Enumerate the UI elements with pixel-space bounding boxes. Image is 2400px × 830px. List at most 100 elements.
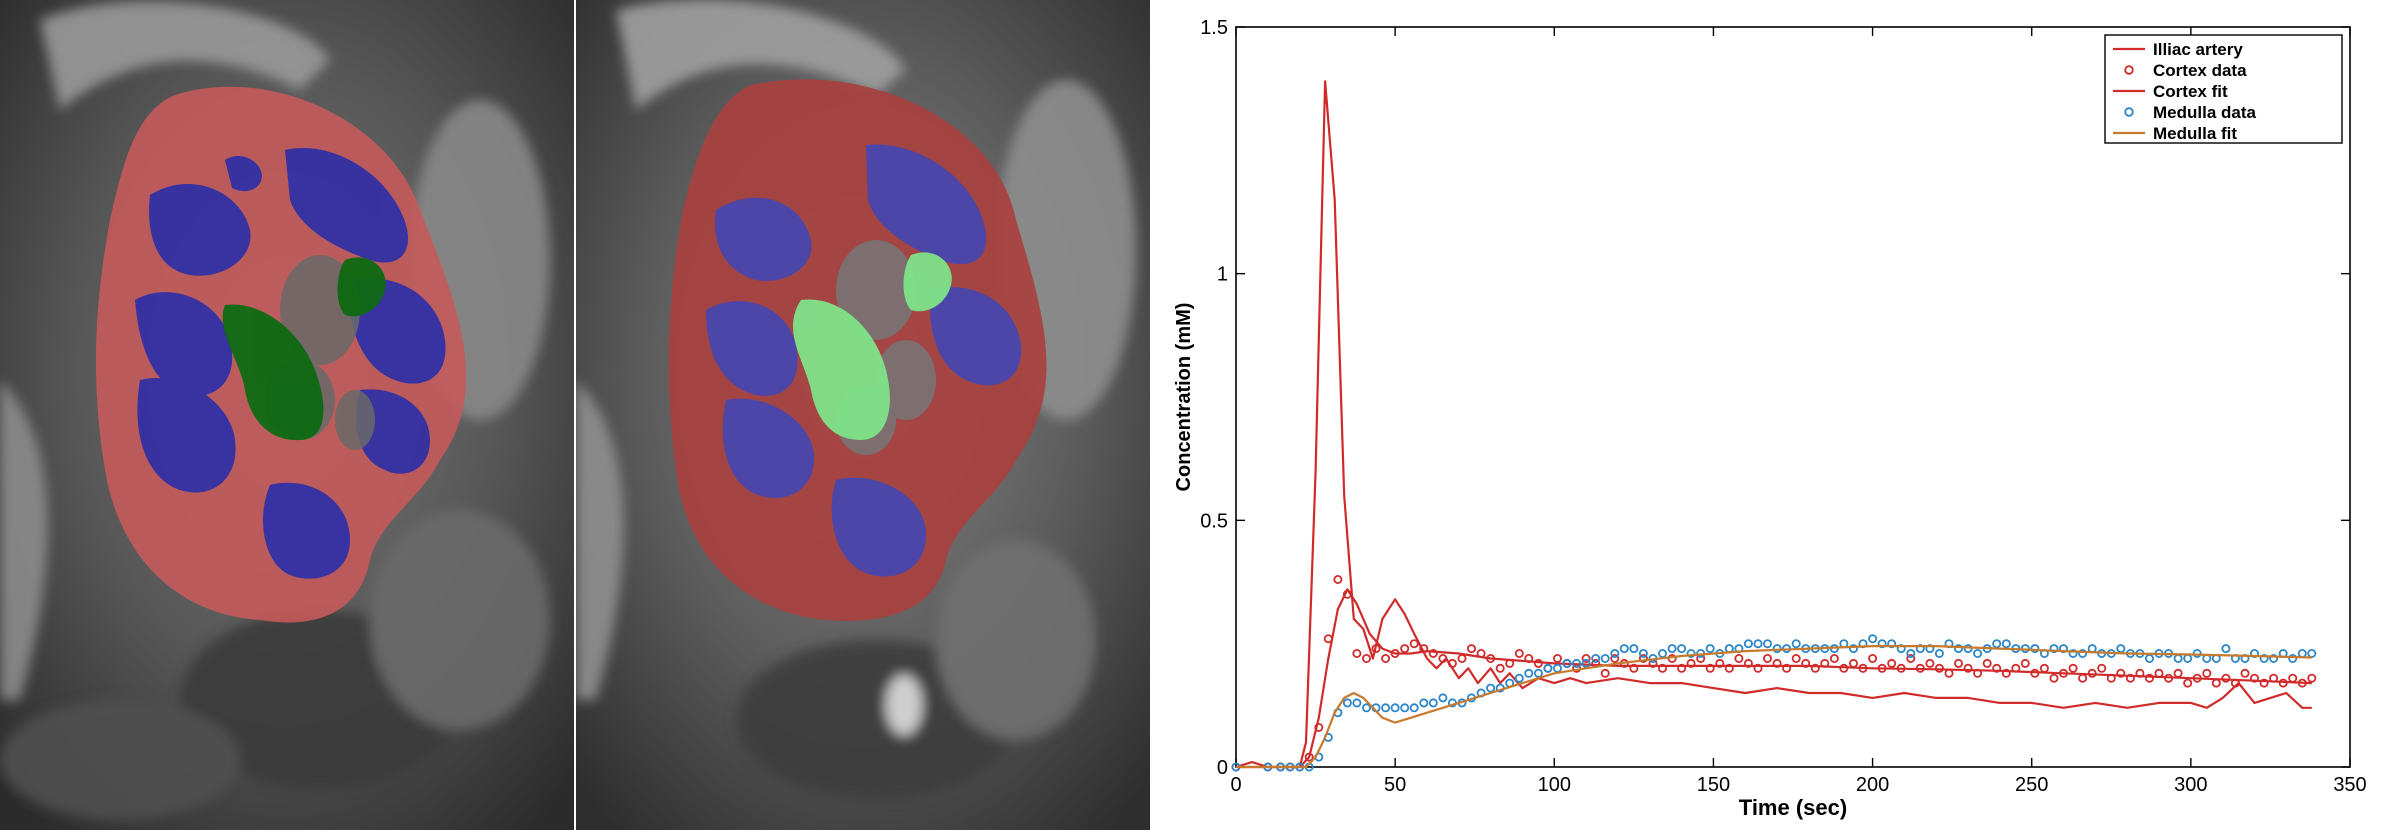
- cortex-data-point: [1457, 654, 1467, 664]
- cortex-data-point: [1677, 663, 1687, 673]
- cortex-data-point: [2001, 668, 2011, 678]
- cortex-data-point: [1992, 663, 2002, 673]
- medulla-data-point: [1600, 654, 1610, 664]
- cortex-data-point: [1686, 658, 1696, 668]
- legend-marker-swatch: [2124, 65, 2134, 75]
- medulla-data-point: [1486, 683, 1496, 693]
- legend-item-medulla-data: Medulla data: [2124, 103, 2257, 122]
- medulla-data-point: [1992, 639, 2002, 649]
- medulla-data-point: [1552, 663, 1562, 673]
- cortex-data-point: [2116, 668, 2126, 678]
- legend-label: Illiac artery: [2153, 40, 2243, 59]
- medulla-data-point: [1705, 644, 1715, 654]
- cortex-data-point: [1963, 663, 1973, 673]
- medulla-data-point: [2297, 649, 2307, 659]
- cortex-data-point: [1810, 663, 1820, 673]
- medulla-data-point: [1772, 644, 1782, 654]
- chart-canvas: 0 50 100 150 200 250 300 350 0 0.5 1 1.5 Time (sec)…: [1173, 17, 2367, 820]
- cortex-data-point: [2307, 673, 2317, 683]
- cortex-data-point: [1715, 658, 1725, 668]
- cortex-data-point: [1724, 663, 1734, 673]
- cortex-data-point: [2078, 673, 2088, 683]
- medulla-data-point: [1906, 649, 1916, 659]
- cortex-fit-line: [1236, 588, 2312, 769]
- legend-item-medulla-fit: Medulla fit: [2113, 124, 2237, 143]
- cortex-data-point: [1381, 654, 1391, 664]
- medulla-data-point: [2145, 654, 2155, 664]
- legend-box: [2104, 34, 2343, 144]
- medulla-data-point: [1610, 649, 1620, 659]
- cortex-data-point: [1400, 644, 1410, 654]
- medulla-data-point: [1763, 639, 1773, 649]
- cortex-data-point: [1829, 654, 1839, 664]
- cortex-data-point: [1333, 575, 1343, 585]
- medulla-data-point: [1667, 644, 1677, 654]
- cortex-data-point: [1638, 654, 1648, 664]
- cortex-data-point: [2049, 673, 2059, 683]
- medulla-data-point: [2049, 644, 2059, 654]
- cortex-data-point: [1868, 654, 1878, 664]
- x-tick-label: 250: [2015, 774, 2048, 796]
- cortex-data-point: [1782, 663, 1792, 673]
- cortex-data-point: [2020, 658, 2030, 668]
- cortex-data-point: [1610, 654, 1620, 664]
- medulla-data-point: [1963, 644, 1973, 654]
- cortex-data-point: [1657, 663, 1667, 673]
- x-tick-label: 50: [1384, 774, 1406, 796]
- medulla-data-point: [1753, 639, 1763, 649]
- x-tick-label: 150: [1697, 774, 1730, 796]
- cortex-data-point: [1466, 644, 1476, 654]
- illiac-artery-line: [1235, 80, 2312, 769]
- legend: Illiac artery Cortex data Cortex fit Medull…: [2104, 34, 2343, 144]
- cortex-data-point: [1849, 658, 1859, 668]
- medulla-data-point: [1629, 644, 1639, 654]
- y-tick-label: 0: [1217, 757, 1228, 779]
- cortex-data-point: [2211, 678, 2221, 688]
- x-tick-label: 100: [1538, 774, 1571, 796]
- cortex-data-point: [1753, 663, 1763, 673]
- medulla-data-point: [2259, 654, 2269, 664]
- legend-marker-swatch: [2124, 107, 2134, 117]
- kidney-mri-left-graphic: [0, 0, 574, 830]
- legend-label: Cortex fit: [2153, 82, 2228, 101]
- cortex-data-point: [1371, 644, 1381, 654]
- cortex-data-point: [1314, 723, 1324, 733]
- y-tick-label: 1: [1217, 264, 1228, 286]
- y-tick-label: 0.5: [1200, 510, 1228, 532]
- cortex-data-point: [1581, 654, 1591, 664]
- legend-label: Medulla fit: [2153, 124, 2237, 143]
- cortex-data-point: [1361, 654, 1371, 664]
- medulla-data-point: [1581, 658, 1591, 668]
- x-tick-label: 350: [2333, 774, 2366, 796]
- x-tick-label: 200: [1856, 774, 1889, 796]
- cortex-data-point: [1944, 668, 1954, 678]
- medulla-data-point: [1352, 698, 1362, 708]
- medulla-data-point: [1428, 698, 1438, 708]
- cortex-data-point: [1600, 668, 1610, 678]
- cortex-data-point: [1801, 658, 1811, 668]
- concentration-chart: 0 50 100 150 200 250 300 350 0 0.5 1 1.5 Time (sec)…: [1150, 0, 2400, 830]
- medulla-data-point: [2221, 644, 2231, 654]
- kidney-mri-image-left: [0, 0, 574, 830]
- medulla-data-point: [2183, 654, 2193, 664]
- ticks-layer: 0 50 100 150 200 250 300 350 0 0.5 1 1.5: [1200, 17, 2367, 796]
- medulla-data-point: [1361, 703, 1371, 713]
- cortex-data-point: [1954, 658, 1964, 668]
- medulla-data-point: [1524, 668, 1534, 678]
- cortex-data-point: [1352, 649, 1362, 659]
- medulla-data-point: [1533, 668, 1543, 678]
- medulla-data-point: [2173, 654, 2183, 664]
- cortex-data-point: [1447, 658, 1457, 668]
- medulla-data-point: [2288, 654, 2298, 664]
- cortex-data-point: [2173, 668, 2183, 678]
- series-cortex-fit: [1236, 588, 2312, 769]
- medulla-data-point: [2078, 649, 2088, 659]
- cortex-data-point: [1409, 639, 1419, 649]
- medulla-data-point: [2269, 654, 2279, 664]
- medulla-data-point: [1400, 703, 1410, 713]
- medulla-data-point: [1954, 644, 1964, 654]
- cortex-data-point: [2202, 668, 2212, 678]
- legend-label: Medulla data: [2153, 103, 2257, 122]
- medulla-data-point: [1677, 644, 1687, 654]
- medulla-data-point: [1562, 658, 1572, 668]
